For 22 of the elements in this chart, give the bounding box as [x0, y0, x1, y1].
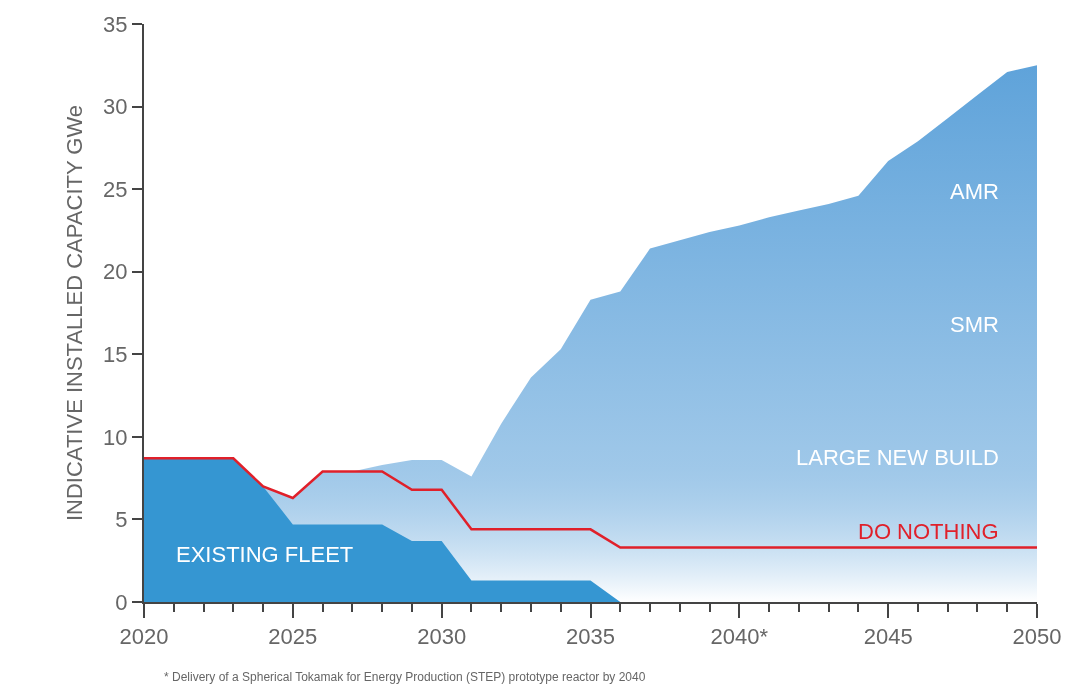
annotation: AMR	[950, 179, 999, 204]
x-tick-label: 2020	[119, 624, 169, 650]
series-label: EXISTING FLEET	[176, 542, 354, 567]
x-tick-label: 2040*	[710, 624, 769, 650]
y-tick-label: 10	[103, 424, 128, 450]
annotation: LARGE NEW BUILD	[796, 445, 999, 470]
x-tick-label: 2025	[268, 624, 318, 650]
y-tick-label: 30	[103, 94, 128, 120]
annotation: SMR	[950, 312, 999, 337]
y-tick-label: 15	[103, 341, 128, 367]
x-tick-label: 2050	[1012, 624, 1062, 650]
y-tick-label: 0	[115, 589, 128, 615]
y-axis-title: INDICATIVE INSTALLED CAPACITY GWe	[62, 104, 88, 522]
y-tick-label: 5	[115, 507, 128, 533]
x-tick-label: 2030	[417, 624, 467, 650]
x-tick-label: 2045	[863, 624, 913, 650]
text: * Delivery of a Spherical Tokamak for Energy Production (STEP) prototype reactor by 2040	[164, 670, 646, 684]
y-tick-label: 25	[103, 176, 128, 202]
y-tick-label: 35	[103, 11, 128, 37]
x-tick-label: 2035	[566, 624, 615, 650]
y-tick-label: 20	[103, 259, 128, 285]
series-label: DO NOTHING	[858, 519, 999, 544]
